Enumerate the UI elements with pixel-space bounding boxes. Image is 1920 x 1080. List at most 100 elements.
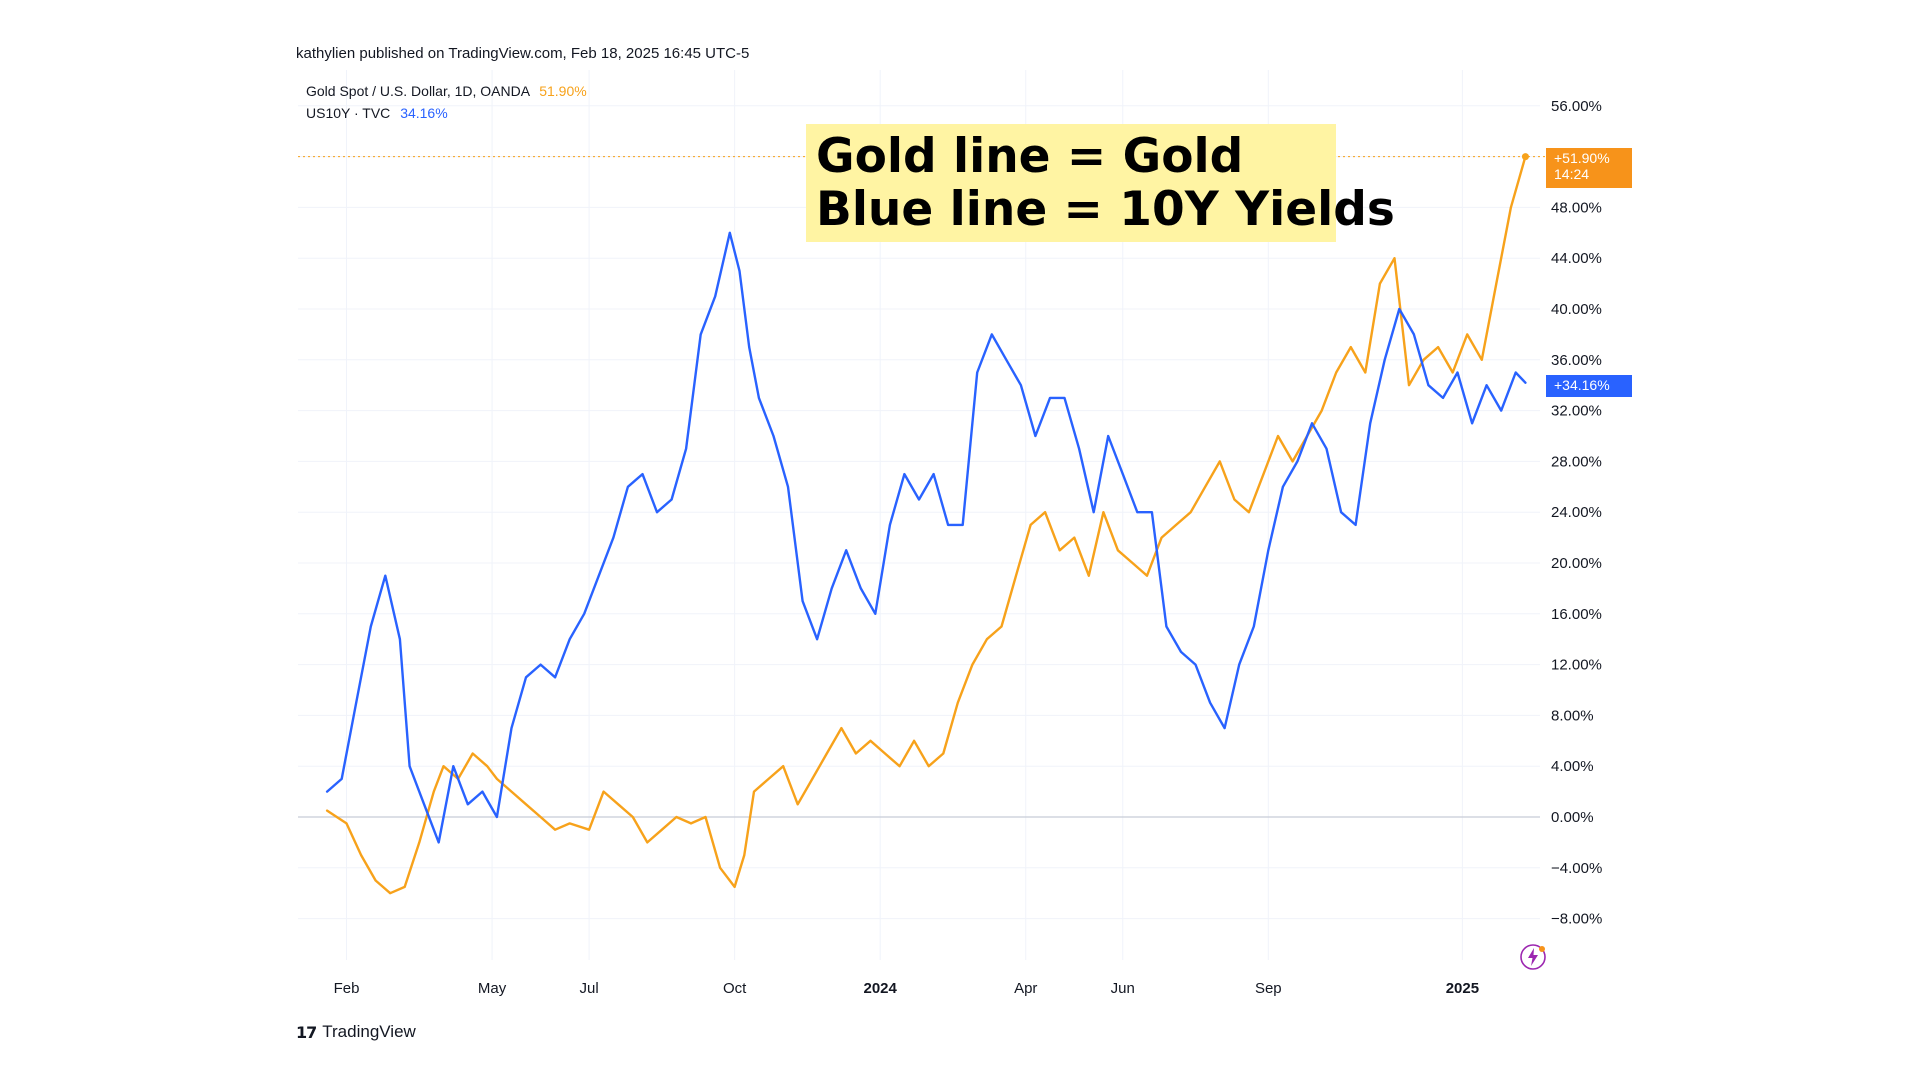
x-tick-label: Jul: [580, 980, 599, 997]
legend-row-gold[interactable]: Gold Spot / U.S. Dollar, 1D, OANDA 51.90…: [306, 80, 587, 102]
yield-data-point: [583, 612, 586, 615]
gold-data-point: [389, 892, 392, 895]
yield-data-point: [1456, 371, 1459, 374]
gold-data-point: [1466, 333, 1469, 336]
yield-data-point: [525, 676, 527, 679]
yield-data-point: [932, 473, 935, 475]
gold-data-point: [986, 638, 988, 641]
gold-data-point: [1146, 574, 1148, 577]
gold-data-point: [1204, 485, 1207, 488]
gold-data-point: [1218, 460, 1221, 463]
yield-data-point: [1165, 625, 1168, 628]
yield-data-point: [496, 816, 498, 818]
yield-data-point: [1412, 333, 1415, 336]
gold-data-point: [1248, 511, 1250, 514]
gold-data-point: [869, 739, 872, 742]
gold-data-point: [1495, 282, 1498, 285]
gold-data-point: [1378, 282, 1381, 285]
gold-data-point: [418, 841, 421, 844]
yield-data-point: [408, 765, 411, 768]
yield-data-point: [1427, 384, 1430, 387]
gold-data-point: [927, 765, 930, 768]
yield-data-point: [481, 790, 484, 793]
tradingview-logo[interactable]: 17 TradingView: [296, 1022, 416, 1042]
yield-data-point: [627, 485, 629, 488]
gold-data-point: [855, 752, 857, 755]
gold-data-point: [796, 803, 799, 806]
yield-data-point: [748, 346, 751, 348]
y-tick-label: 32.00%: [1551, 403, 1602, 420]
yield-data-point: [1063, 397, 1066, 399]
blue-price-tag: +34.16%: [1546, 375, 1632, 397]
yield-data-point: [1398, 308, 1401, 310]
yield-data-point: [976, 371, 979, 374]
chart-legend: Gold Spot / U.S. Dollar, 1D, OANDA 51.90…: [306, 80, 587, 124]
y-tick-label: 0.00%: [1551, 809, 1594, 826]
legend-row-blue[interactable]: US10Y · TVC 34.16%: [306, 102, 587, 124]
gold-data-point: [1335, 371, 1338, 374]
gold-data-point: [956, 701, 959, 704]
lightning-bolt-icon[interactable]: [1518, 942, 1548, 972]
y-tick-label: 48.00%: [1551, 199, 1602, 216]
gold-data-point: [539, 816, 542, 818]
gold-data-point: [1291, 460, 1294, 463]
yield-data-point: [728, 231, 731, 234]
gold-data-point: [1160, 536, 1163, 539]
yield-data-point: [554, 676, 557, 679]
yield-data-point: [1209, 701, 1211, 704]
yield-data-point: [1524, 381, 1527, 384]
tradingview-brand: TradingView: [322, 1022, 416, 1041]
yield-data-point: [757, 397, 760, 399]
gold-data-point: [1117, 549, 1119, 552]
gold-data-point: [525, 803, 527, 806]
yield-data-point: [1485, 384, 1488, 387]
yield-data-point: [369, 625, 372, 628]
gold-data-point: [1102, 511, 1105, 514]
gold-data-point: [588, 828, 590, 831]
gold-data-point: [471, 752, 474, 755]
legend-gold-value: 51.90%: [539, 83, 587, 99]
gold-data-point: [442, 765, 445, 768]
gold-data-point: [1277, 435, 1279, 437]
yield-data-point: [1296, 460, 1299, 463]
yield-data-point: [656, 511, 658, 514]
tradingview-logo-icon: 17: [296, 1022, 317, 1042]
gold-data-point: [704, 816, 707, 818]
gold-data-point: [1393, 257, 1396, 260]
y-tick-label: 44.00%: [1551, 250, 1602, 267]
yield-data-point: [1150, 511, 1153, 514]
yield-data-point: [670, 498, 673, 501]
yield-data-point: [738, 270, 741, 272]
yield-data-point: [1107, 435, 1110, 437]
gold-data-point: [486, 765, 489, 768]
gold-data-point: [743, 854, 746, 856]
gold-data-point: [942, 752, 945, 755]
x-tick-label: Feb: [334, 980, 360, 997]
gold-data-point: [568, 822, 571, 825]
gold-last-point: [1521, 153, 1529, 161]
yield-data-point: [1136, 511, 1139, 514]
gold-data-point: [1233, 498, 1236, 501]
yield-data-point: [772, 435, 775, 437]
annotation-line-2: Blue line = 10Y Yields: [816, 182, 1395, 237]
gold-price-tag-pct: +51.90%: [1554, 150, 1610, 166]
yield-series-line: [325, 231, 1527, 844]
legend-blue-name: US10Y · TVC: [306, 105, 391, 121]
y-tick-label: 12.00%: [1551, 657, 1602, 674]
gold-data-point: [811, 778, 814, 780]
y-tick-label: 24.00%: [1551, 504, 1602, 521]
gold-data-point: [971, 663, 974, 666]
gold-data-point: [825, 752, 828, 755]
gold-data-point: [884, 752, 886, 755]
gold-data-point: [1000, 625, 1003, 628]
yield-data-point: [326, 790, 329, 793]
gold-data-point: [617, 803, 620, 806]
gold-data-point: [767, 778, 770, 780]
gold-data-point: [660, 828, 663, 831]
yield-data-point: [685, 447, 688, 450]
yield-data-point: [423, 803, 426, 806]
yield-data-point: [1180, 651, 1182, 653]
gold-data-point: [360, 854, 362, 856]
yield-data-point: [539, 663, 542, 666]
